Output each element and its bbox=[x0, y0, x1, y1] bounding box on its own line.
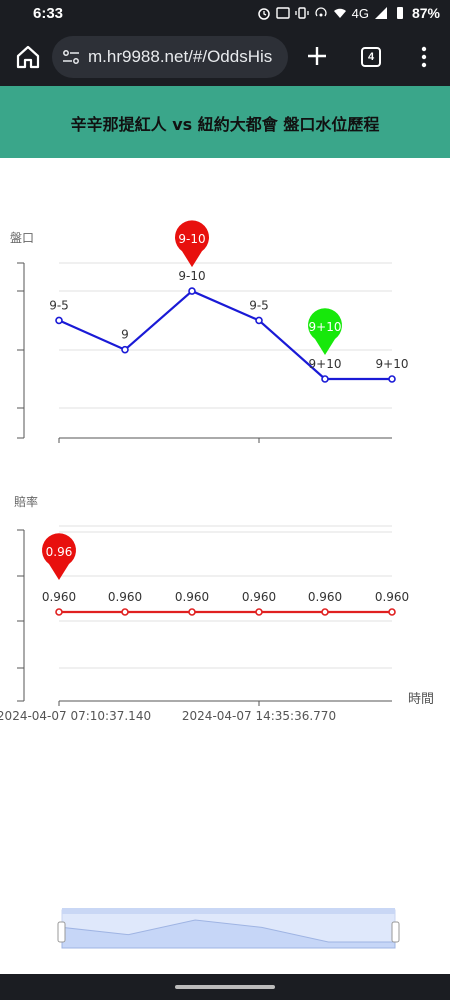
battery-icon bbox=[396, 7, 403, 19]
data-point bbox=[321, 375, 329, 383]
data-point bbox=[188, 608, 196, 616]
home-gesture-pill[interactable] bbox=[175, 985, 275, 989]
data-point bbox=[321, 608, 329, 616]
data-label: 9-10 bbox=[178, 269, 205, 283]
data-point bbox=[188, 287, 196, 295]
data-label: 0.960 bbox=[175, 590, 209, 604]
data-point bbox=[55, 608, 63, 616]
data-point bbox=[121, 608, 129, 616]
page-header: 辛辛那提紅人 vs 紐約大都會 盤口水位歷程 bbox=[0, 86, 450, 158]
site-settings-icon[interactable] bbox=[62, 48, 80, 66]
series-line bbox=[58, 289, 392, 381]
max-marker-label: 9-10 bbox=[178, 232, 205, 246]
browser-toolbar: m.hr9988.net/#/OddsHis 4 bbox=[0, 30, 450, 86]
navigation-bar bbox=[0, 974, 450, 1000]
data-label: 9 bbox=[121, 328, 129, 342]
wifi-icon bbox=[333, 8, 346, 18]
data-label: 0.960 bbox=[108, 590, 142, 604]
max-marker bbox=[42, 533, 76, 580]
address-bar[interactable]: m.hr9988.net/#/OddsHis bbox=[52, 36, 288, 78]
status-bar: 6:33 4G 87% bbox=[0, 0, 450, 30]
data-label: 9+10 bbox=[309, 357, 342, 371]
x-tick-label: 2024-04-07 14:35:36.770 bbox=[182, 709, 336, 723]
min-marker bbox=[307, 308, 342, 355]
status-icons: 4G 87% bbox=[257, 5, 440, 21]
battery-percent: 87% bbox=[411, 5, 440, 21]
vibrate-icon bbox=[294, 7, 309, 19]
signal-icon bbox=[374, 7, 387, 19]
x-tick-label: 2024-04-07 07:10:37.140 bbox=[0, 709, 151, 723]
data-label: 0.960 bbox=[242, 590, 276, 604]
max-marker-label: 0.96 bbox=[46, 545, 73, 559]
data-label: 0.960 bbox=[308, 590, 342, 604]
data-point bbox=[388, 608, 396, 616]
data-label: 0.960 bbox=[375, 590, 409, 604]
data-label: 9-5 bbox=[49, 298, 69, 312]
data-label: 0.960 bbox=[42, 590, 76, 604]
alarm-icon bbox=[257, 8, 270, 20]
data-point bbox=[255, 316, 263, 325]
max-marker bbox=[174, 220, 209, 268]
home-icon[interactable] bbox=[14, 43, 42, 71]
more-menu-icon[interactable] bbox=[418, 46, 430, 68]
zoom-slider-bar bbox=[62, 908, 395, 914]
tab-switcher-button[interactable]: 4 bbox=[361, 47, 381, 67]
odds-history-charts: 盤口 9-5 9 9-10 9-5 9+10 9+10 9-10 9+10 賠率時間 2024-04… bbox=[0, 158, 450, 978]
x-axis-label: 時間 bbox=[408, 692, 434, 707]
y-axis-label: 賠率 bbox=[14, 494, 38, 509]
new-tab-icon[interactable] bbox=[305, 44, 329, 68]
y-axis-label: 盤口 bbox=[10, 231, 34, 245]
data-point bbox=[388, 375, 396, 383]
data-point bbox=[55, 316, 63, 325]
url-text: m.hr9988.net/#/OddsHis bbox=[88, 47, 273, 66]
data-point bbox=[255, 608, 263, 616]
zoom-slider-preview bbox=[61, 919, 396, 949]
data-label: 9+10 bbox=[376, 357, 409, 371]
min-marker-label: 9+10 bbox=[309, 320, 342, 334]
page-title: 辛辛那提紅人 vs 紐約大都會 盤口水位歷程 bbox=[70, 115, 380, 134]
nfc-icon bbox=[275, 7, 290, 19]
hotspot-icon bbox=[314, 7, 327, 17]
data-point bbox=[121, 345, 129, 354]
status-time: 6:33 bbox=[33, 5, 64, 22]
data-label: 9-5 bbox=[249, 298, 269, 312]
network-label: 4G bbox=[351, 5, 369, 21]
zoom-slider-right-handle[interactable] bbox=[391, 921, 400, 943]
zoom-slider-left-handle[interactable] bbox=[57, 921, 66, 943]
